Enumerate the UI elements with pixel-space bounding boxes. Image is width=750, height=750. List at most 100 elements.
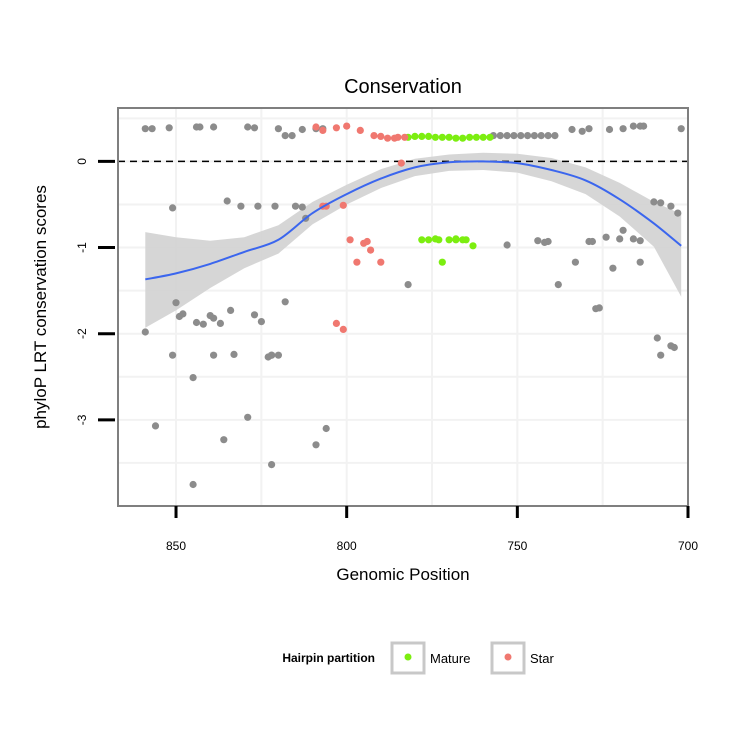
data-point-star <box>332 124 340 132</box>
data-point-other <box>291 202 300 210</box>
data-point-other <box>636 237 644 245</box>
data-point-other <box>169 204 177 212</box>
data-point-other <box>281 298 289 306</box>
data-point-star <box>367 246 375 254</box>
data-point-other <box>404 281 412 289</box>
data-point-mature <box>411 132 419 140</box>
data-point-other <box>496 132 504 140</box>
data-point-star <box>312 123 320 131</box>
data-point-other <box>148 125 156 133</box>
data-point-other <box>189 374 197 382</box>
data-point-other <box>578 127 586 135</box>
data-point-other <box>510 132 518 140</box>
legend: Hairpin partition Mature Star <box>282 641 555 675</box>
data-point-star <box>319 126 327 134</box>
data-point-other <box>503 241 511 249</box>
data-point-other <box>298 125 306 134</box>
data-point-star <box>332 319 340 327</box>
data-point-other <box>636 258 644 266</box>
y-axis-title: phyloP LRT conservation scores <box>31 185 50 429</box>
smooth-fit-line <box>145 160 682 281</box>
data-point-star <box>353 258 361 266</box>
data-point-other <box>667 202 675 210</box>
data-point-other <box>312 441 320 449</box>
data-point-other <box>619 125 627 133</box>
data-point-star <box>377 258 385 266</box>
data-point-star <box>377 132 385 140</box>
data-point-mature <box>472 133 480 141</box>
data-point-other <box>585 125 593 133</box>
data-point-other <box>250 311 259 319</box>
data-point-other <box>595 304 603 312</box>
data-point-mature <box>435 236 443 244</box>
data-point-other <box>172 299 180 307</box>
data-point-other <box>537 132 545 140</box>
data-point-other <box>169 351 177 359</box>
data-point-other <box>629 122 638 130</box>
data-point-other <box>244 413 252 421</box>
data-point-other <box>216 319 224 327</box>
x-tick-label: 800 <box>337 539 357 553</box>
data-point-other <box>602 233 610 241</box>
smooth-line-layer <box>145 160 682 281</box>
data-point-other <box>554 281 562 289</box>
data-point-mature <box>462 236 470 244</box>
x-axis: 850 800 750 700 <box>166 506 698 553</box>
data-point-other <box>141 328 149 336</box>
data-point-star <box>356 126 364 134</box>
data-point-other <box>220 436 228 444</box>
data-point-mature <box>438 133 446 141</box>
data-point-other <box>268 351 276 359</box>
data-point-other <box>571 258 580 266</box>
data-point-star <box>339 201 347 209</box>
data-point-other <box>677 125 685 133</box>
data-point-mature <box>438 258 446 266</box>
x-tick-label: 700 <box>678 539 698 553</box>
legend-entry-star: Star <box>490 641 555 675</box>
y-tick-label: 0 <box>75 158 89 165</box>
data-point-star <box>363 237 371 246</box>
data-point-other <box>534 237 542 245</box>
data-point-other <box>524 132 532 140</box>
data-point-other <box>274 351 282 359</box>
data-point-star <box>401 133 409 141</box>
y-tick-label: -2 <box>75 328 89 339</box>
data-point-other <box>141 125 149 133</box>
legend-title: Hairpin partition <box>282 651 375 665</box>
data-point-other <box>670 343 678 352</box>
data-point-other <box>210 351 218 359</box>
data-point-mature <box>452 235 460 243</box>
data-point-other <box>653 334 661 342</box>
x-tick-label: 850 <box>166 539 186 553</box>
plot-panel <box>117 107 689 507</box>
data-point-other <box>674 209 682 217</box>
legend-marker-mature <box>404 653 412 661</box>
data-point-mature <box>445 133 453 141</box>
data-point-other <box>271 202 279 210</box>
data-point-other <box>257 318 265 326</box>
data-point-other <box>210 123 218 131</box>
data-point-star <box>339 325 347 333</box>
data-point-other <box>551 132 559 140</box>
y-axis: 0 -1 -2 -3 <box>75 158 115 425</box>
data-point-other <box>640 122 648 130</box>
data-point-mature <box>431 133 439 141</box>
data-point-other <box>223 197 231 205</box>
data-point-other <box>199 320 207 328</box>
legend-entry-mature: Mature <box>390 641 470 675</box>
data-point-other <box>268 461 276 469</box>
legend-marker-star <box>504 653 512 661</box>
confidence-ribbon <box>145 152 682 328</box>
data-point-mature <box>479 133 487 141</box>
data-point-other <box>192 318 201 327</box>
data-point-other <box>544 132 552 140</box>
data-points <box>141 122 685 489</box>
grid-lines <box>118 108 688 507</box>
data-point-other <box>616 235 624 243</box>
legend-label-mature: Mature <box>430 651 470 666</box>
data-point-other <box>650 198 658 206</box>
confidence-ribbon-layer <box>145 152 682 328</box>
data-point-other <box>250 124 259 132</box>
data-point-star <box>343 122 351 130</box>
